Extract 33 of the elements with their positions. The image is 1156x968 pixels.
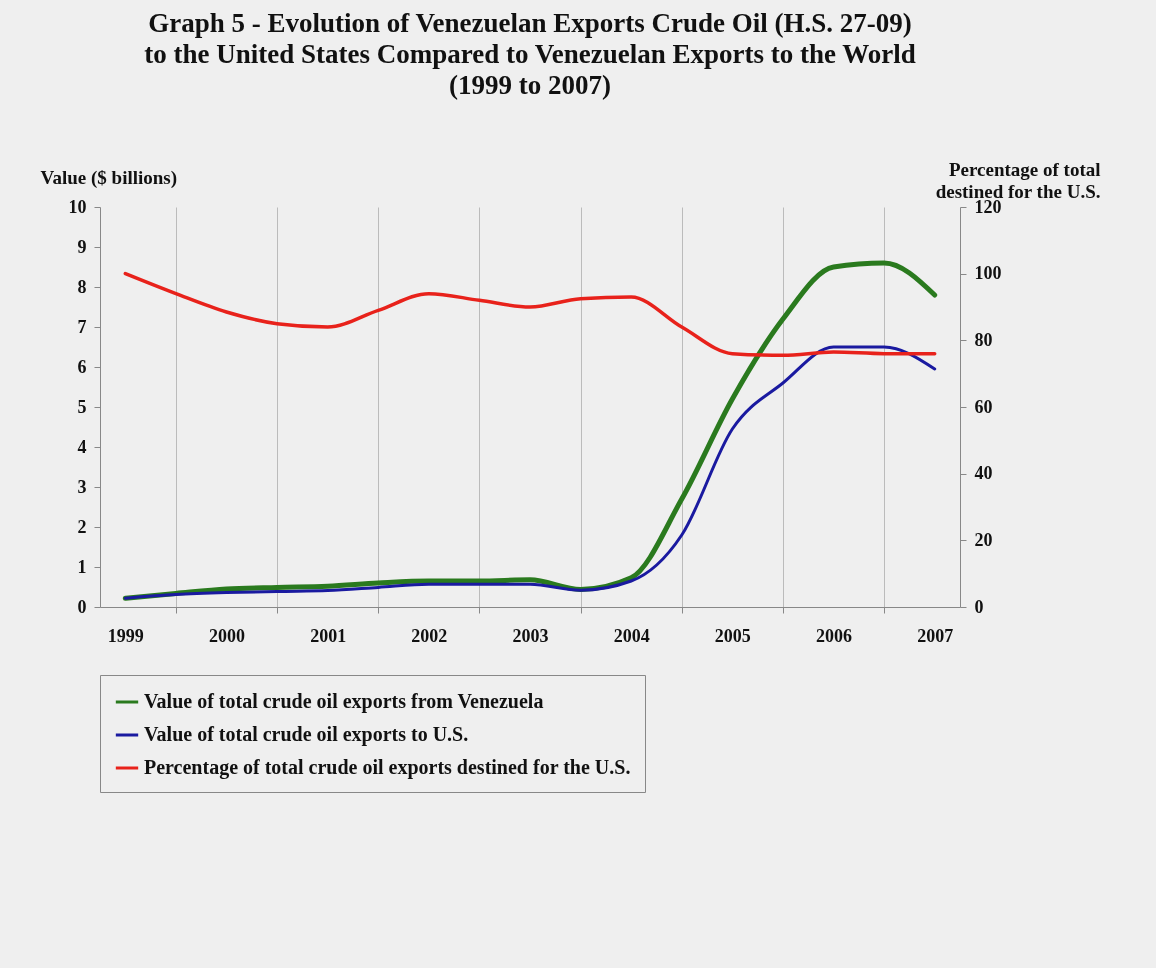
legend-label: Value of total crude oil exports to U.S.	[144, 723, 469, 746]
chart-title: Graph 5 - Evolution of Venezuelan Exports Crude Oil (H.S. 27-09) to the United States Compared to Venezuelan Exports to the World (1999 to 2007)	[144, 8, 916, 100]
y-tick-label: 1	[77, 556, 87, 577]
y2-tick-label: 100	[974, 263, 1002, 284]
legend-label: Percentage of total crude oil exports destined for the U.S.	[144, 756, 631, 779]
y-tick-label: 6	[77, 356, 87, 377]
x-tick-label: 2003	[512, 625, 549, 646]
y2-tick-label: 80	[974, 329, 993, 350]
y2-tick-label: 60	[974, 396, 993, 417]
x-tick-label: 2005	[714, 625, 751, 646]
x-tick-label: 2001	[310, 625, 347, 646]
legend-label: Value of total crude oil exports from Venezuela	[144, 690, 544, 713]
y-tick-label: 9	[77, 236, 87, 257]
line-series	[123, 345, 937, 600]
y-tick-label: 4	[77, 436, 87, 457]
x-tick-label: 2006	[816, 625, 853, 646]
y2-tick-label: 0	[974, 596, 984, 617]
y-tick-label: 7	[77, 316, 87, 337]
y2-tick-label: 40	[974, 463, 993, 484]
y-tick-label: 10	[68, 196, 87, 217]
x-tick-label: 1999	[107, 625, 144, 646]
y-axis-title: Value ($ billions)	[40, 166, 178, 189]
x-tick-label: 2002	[411, 625, 448, 646]
y-tick-label: 5	[77, 396, 87, 417]
y-tick-label: 2	[77, 516, 87, 537]
y-tick-label: 8	[77, 276, 87, 297]
y2-tick-label: 20	[974, 529, 993, 550]
line-series	[123, 271, 937, 358]
y-tick-label: 0	[77, 596, 87, 617]
x-tick-label: 2000	[208, 625, 245, 646]
x-tick-label: 2004	[613, 625, 650, 646]
x-tick-label: 2007	[917, 625, 954, 646]
y-tick-label: 3	[77, 476, 87, 497]
